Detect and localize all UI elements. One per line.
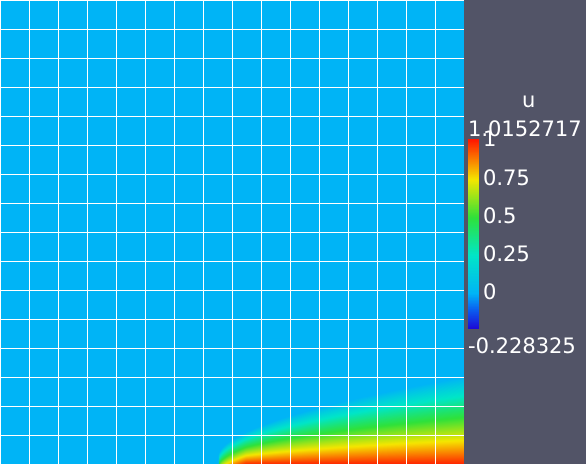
scalar-color-legend: u 1.0152717 1 0.75 0.5 0.25 0 -0.228325 (464, 0, 586, 464)
legend-tick-label: 0.5 (483, 203, 517, 228)
mesh-grid-overlay (0, 0, 464, 464)
legend-tick-label: 0.75 (483, 165, 530, 190)
legend-tick-label: 0.25 (483, 241, 530, 266)
legend-range-min: -0.228325 (468, 334, 576, 358)
legend-title: u (522, 88, 536, 112)
legend-color-bar (468, 139, 479, 329)
legend-tick-label: 0 (483, 280, 497, 305)
legend-tick-label: 1 (483, 127, 497, 152)
legend-range-max: 1.0152717 (468, 117, 582, 141)
render-viewport[interactable] (0, 0, 464, 464)
